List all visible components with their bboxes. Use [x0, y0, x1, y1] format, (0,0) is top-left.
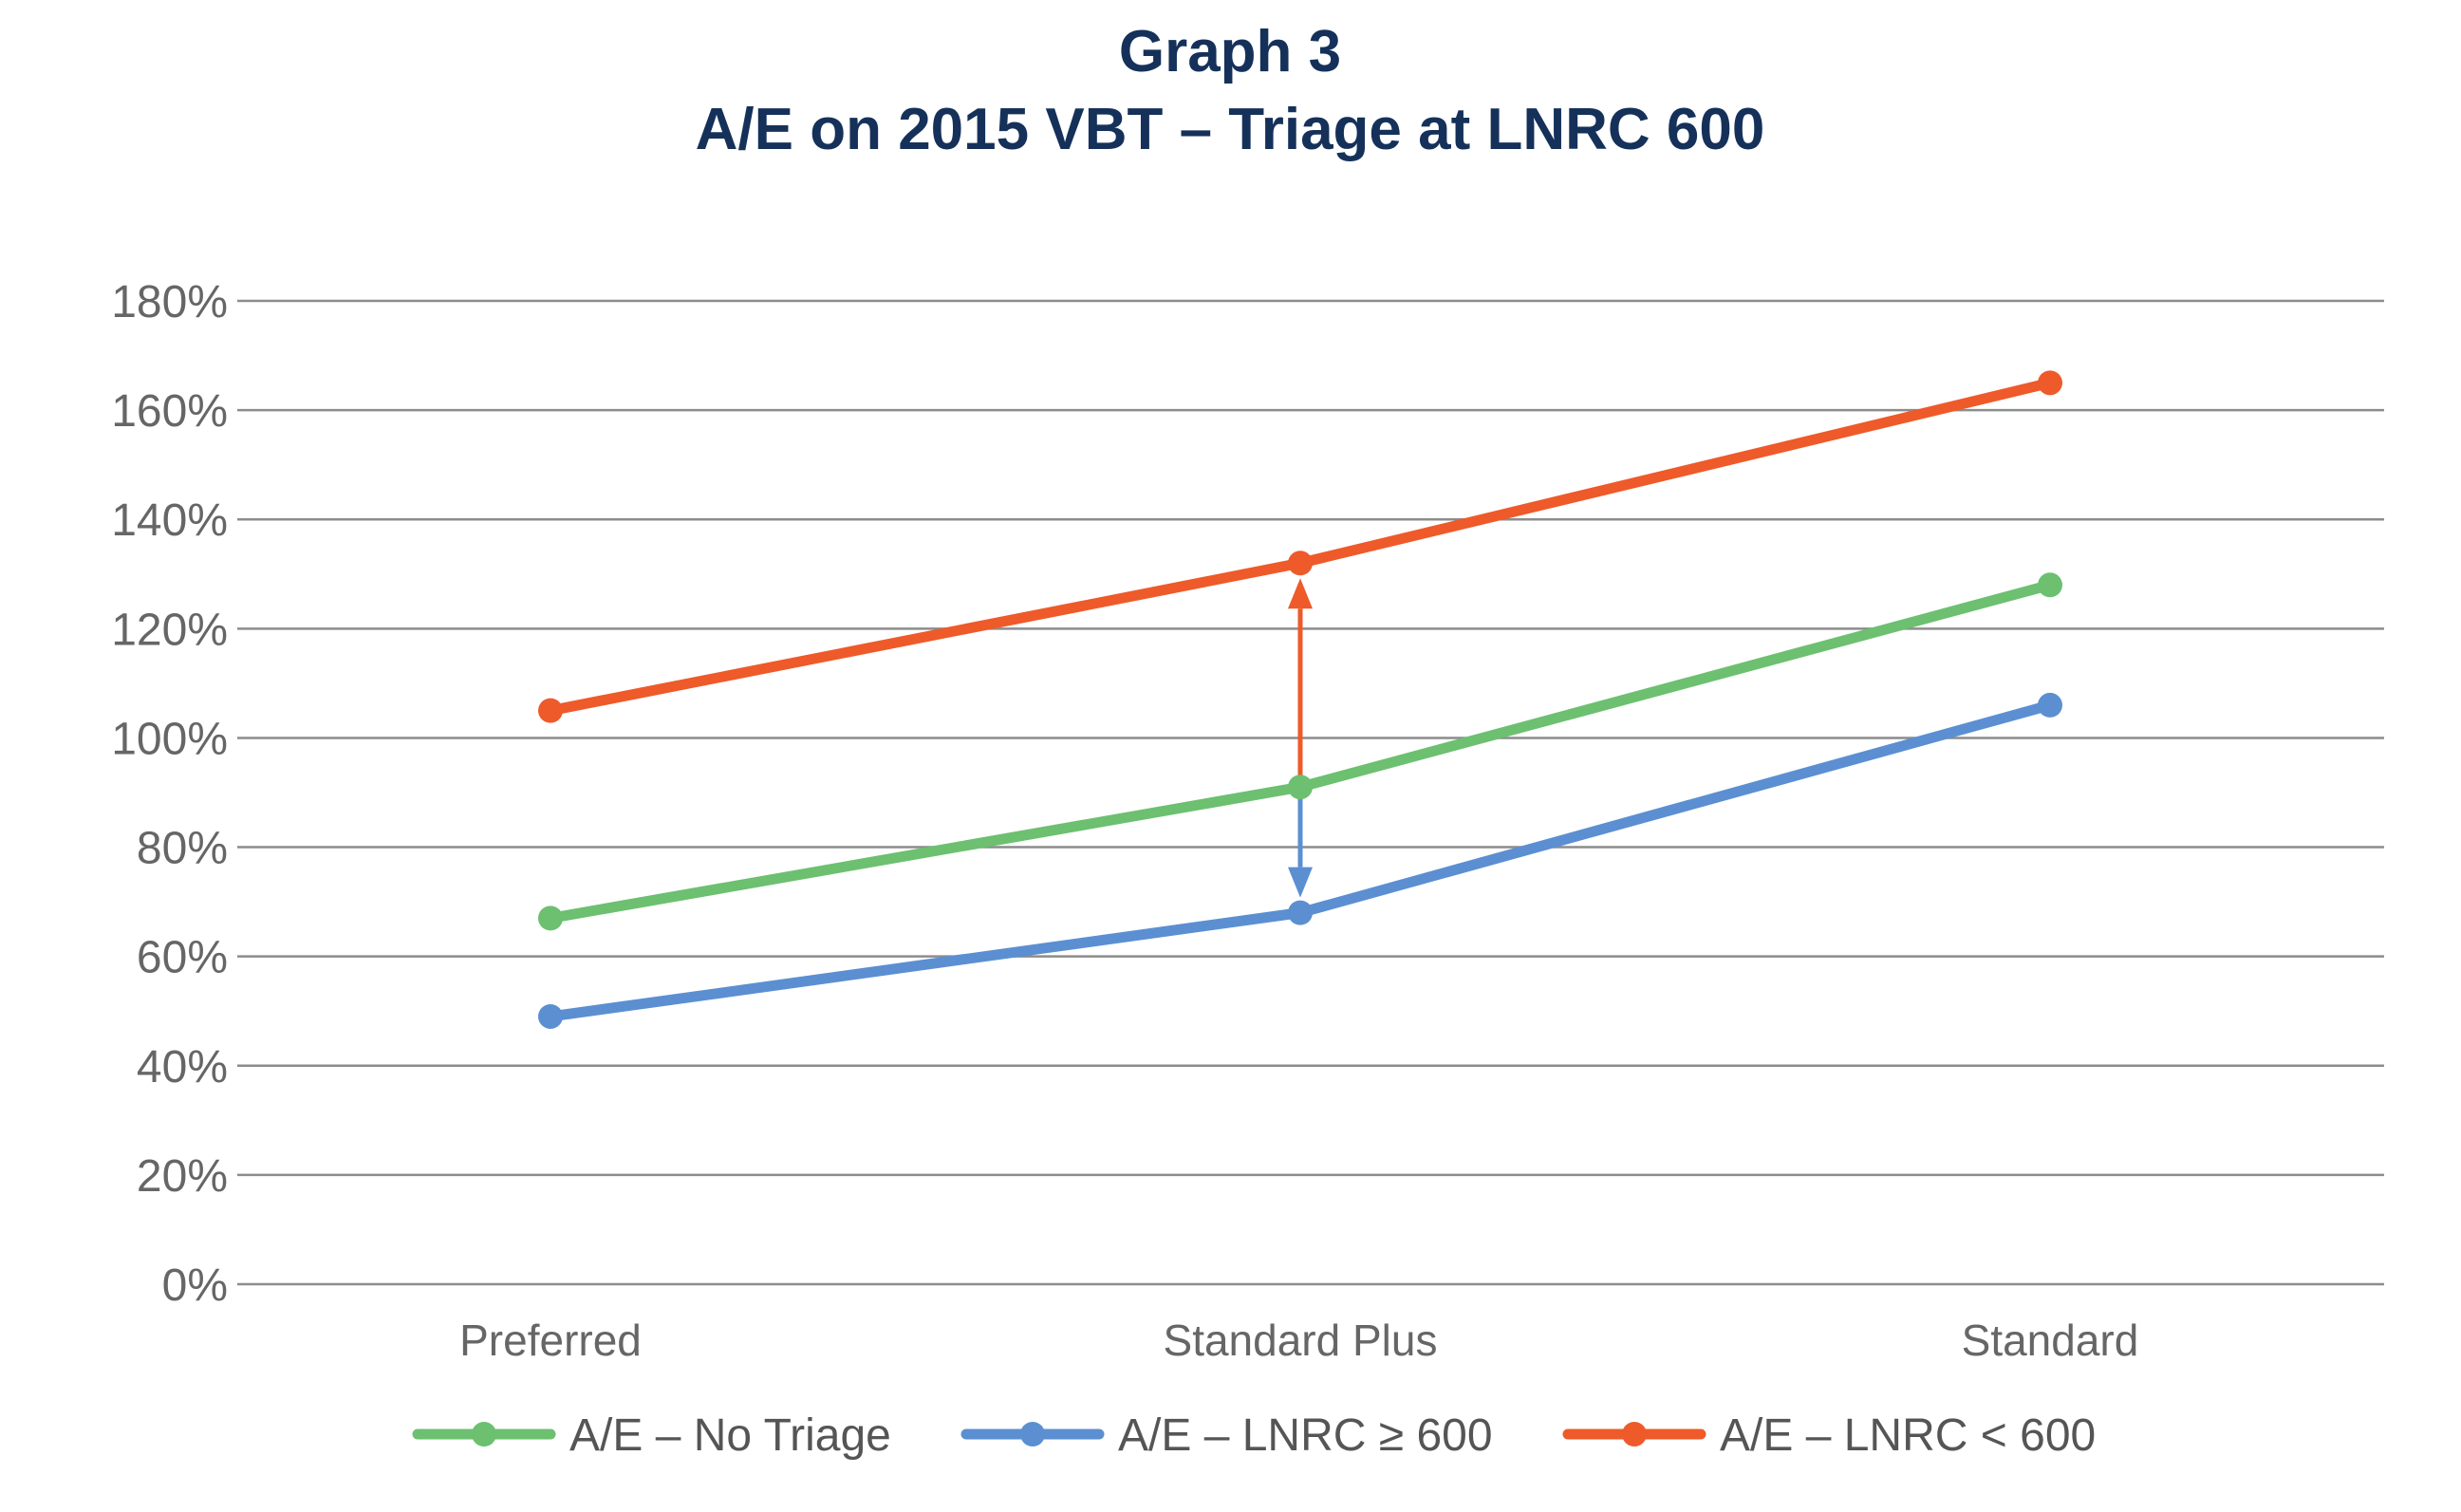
y-tick-label: 100% [111, 714, 228, 764]
data-point-a-e-lnrc-600-preferred [538, 1003, 563, 1029]
data-point-a-e-no-triage-standard [2038, 572, 2062, 598]
y-tick-label: 40% [137, 1042, 228, 1092]
data-point-a-e-lnrc-600-preferred [538, 698, 563, 723]
legend-swatch-marker [1020, 1422, 1045, 1447]
data-point-a-e-no-triage-standard-plus [1288, 775, 1313, 800]
data-point-a-e-lnrc-600-standard [2038, 370, 2062, 396]
annotation-arrow-head-1 [1288, 867, 1313, 898]
data-markers [538, 370, 2062, 1029]
y-axis-tick-labels: 0% 20% 40% 60% 80% 100% 120% 140% 160% 180% [111, 277, 228, 1311]
y-tick-label: 140% [111, 495, 228, 546]
y-tick-label: 0% [162, 1260, 228, 1311]
gridlines [237, 299, 2384, 1286]
legend-swatch-marker [1622, 1422, 1647, 1447]
legend-label: A/E – LNRC ≥ 600 [1118, 1410, 1493, 1461]
x-category-label-preferred: Preferred [459, 1316, 642, 1365]
legend-swatch-marker [472, 1422, 496, 1447]
legend-label: A/E – LNRC < 600 [1720, 1410, 2096, 1461]
y-tick-label: 180% [111, 277, 228, 327]
data-point-a-e-lnrc-600-standard-plus [1288, 551, 1313, 576]
y-tick-label: 160% [111, 386, 228, 437]
x-category-label-standard-plus: Standard Plus [1164, 1316, 1438, 1365]
x-category-label-standard: Standard [1962, 1316, 2139, 1365]
y-tick-label: 120% [111, 605, 228, 655]
difference-arrows [1288, 578, 1313, 898]
legend-item-a-e-lnrc-600: A/E – LNRC < 600 [1562, 1410, 2096, 1461]
data-point-a-e-lnrc-600-standard-plus [1288, 900, 1313, 925]
x-axis-category-labels: Preferred Standard Plus Standard [459, 1316, 2138, 1365]
legend: A/E – No Triage A/E – LNRC ≥ 600 A/E – LNR… [412, 1410, 2096, 1461]
legend-item-a-e-no-triage: A/E – No Triage [412, 1410, 891, 1461]
y-tick-label: 20% [137, 1151, 228, 1202]
legend-label: A/E – No Triage [569, 1410, 891, 1461]
data-point-a-e-lnrc-600-standard [2038, 692, 2062, 718]
y-tick-label: 80% [137, 824, 228, 874]
annotation-arrow-head-0 [1288, 578, 1313, 609]
chart-subtitle: A/E on 2015 VBT – Triage at LNRC 600 [696, 97, 1765, 162]
data-point-a-e-no-triage-preferred [538, 905, 563, 931]
y-tick-label: 60% [137, 933, 228, 983]
legend-item-a-e-lnrc-600: A/E – LNRC ≥ 600 [960, 1410, 1493, 1461]
chart-title: Graph 3 [1119, 19, 1341, 84]
